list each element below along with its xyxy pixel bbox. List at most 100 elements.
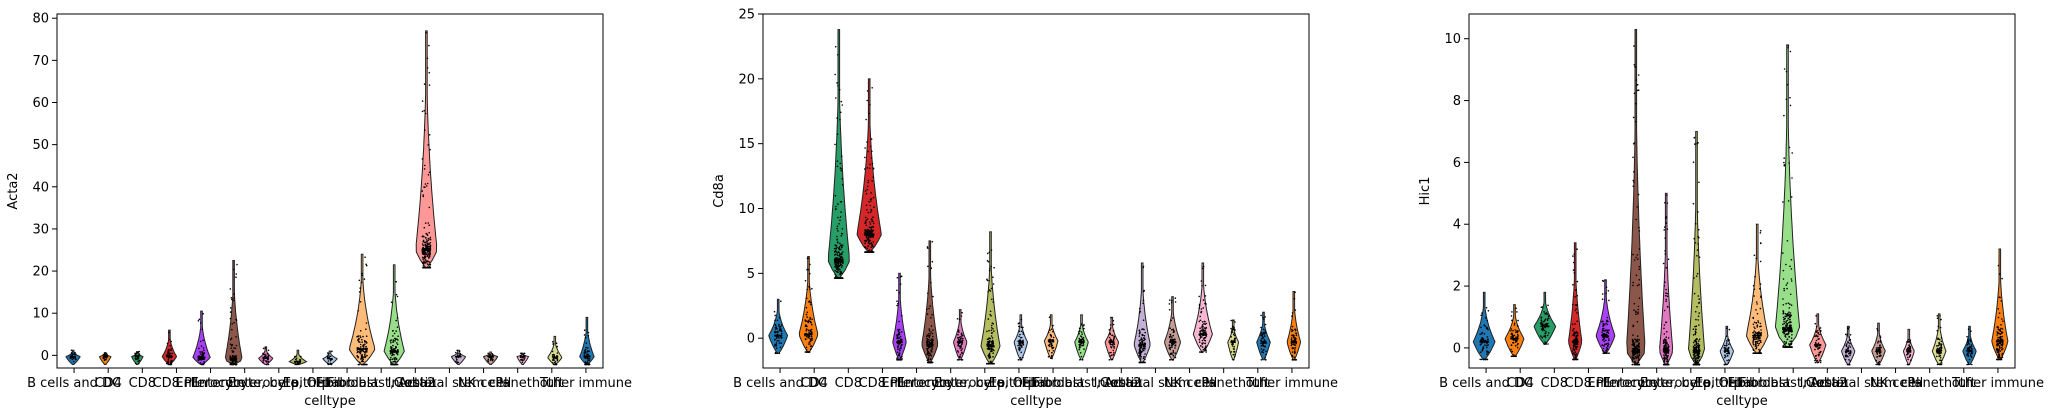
data-point	[1144, 345, 1146, 348]
data-point	[1692, 357, 1695, 360]
data-point	[898, 352, 901, 354]
data-point	[265, 360, 267, 362]
data-point	[104, 352, 107, 354]
data-point	[1635, 311, 1637, 314]
data-point	[779, 325, 782, 328]
data-point	[428, 71, 431, 74]
data-point	[872, 233, 875, 236]
data-point	[834, 273, 836, 276]
data-point	[197, 357, 200, 360]
data-point	[234, 363, 236, 366]
data-point	[1665, 216, 1667, 218]
data-point	[1264, 316, 1266, 318]
data-point	[556, 352, 559, 354]
data-point	[1201, 324, 1204, 326]
data-point	[774, 339, 776, 341]
data-point	[931, 351, 933, 353]
data-point	[428, 224, 431, 226]
data-point	[365, 335, 368, 338]
data-point	[424, 112, 427, 115]
data-point	[1265, 350, 1267, 353]
data-point	[1510, 348, 1512, 351]
data-point	[1172, 334, 1174, 337]
data-point	[1692, 354, 1695, 356]
data-point	[74, 353, 77, 355]
data-point	[1664, 281, 1666, 284]
data-point	[898, 328, 901, 331]
data-point	[362, 344, 365, 346]
data-point	[1113, 337, 1115, 340]
data-point	[1294, 291, 1296, 294]
data-point	[1078, 337, 1081, 340]
data-point	[1573, 253, 1576, 255]
data-point	[1601, 334, 1603, 337]
data-point	[1019, 333, 1021, 336]
data-point	[70, 352, 73, 354]
data-point	[836, 254, 839, 256]
data-point	[203, 352, 206, 354]
data-point	[806, 288, 808, 291]
data-point	[872, 245, 874, 248]
data-point	[1663, 229, 1665, 231]
data-point	[421, 250, 424, 253]
data-point	[1080, 355, 1083, 358]
data-point	[866, 231, 869, 233]
data-point	[810, 335, 813, 338]
data-point	[421, 190, 424, 192]
data-point	[990, 340, 992, 343]
data-point	[809, 320, 812, 323]
data-point	[138, 350, 140, 353]
data-point	[1486, 319, 1489, 322]
data-point	[1544, 343, 1546, 345]
data-point	[522, 359, 524, 362]
data-point	[366, 363, 368, 366]
data-point	[957, 333, 959, 336]
data-point	[1633, 45, 1635, 47]
data-point	[900, 344, 902, 347]
data-point	[1264, 323, 1267, 326]
data-point	[863, 233, 866, 235]
data-point	[1633, 343, 1636, 345]
data-point	[1632, 143, 1635, 145]
data-point	[1199, 327, 1201, 330]
data-point	[958, 355, 961, 358]
data-point	[551, 354, 554, 356]
data-point	[1204, 342, 1206, 345]
data-point	[1110, 341, 1113, 344]
data-point	[841, 244, 844, 247]
data-point	[1486, 346, 1488, 349]
data-point	[1142, 302, 1144, 305]
data-point	[805, 351, 808, 353]
data-point	[1172, 328, 1174, 331]
data-point	[901, 355, 903, 358]
data-point	[1020, 326, 1023, 329]
data-point	[779, 327, 781, 329]
data-point	[1637, 305, 1640, 308]
data-point	[986, 343, 988, 346]
data-point	[361, 272, 363, 275]
data-point	[1233, 346, 1235, 348]
data-point	[836, 259, 839, 262]
data-point	[361, 354, 364, 356]
data-point	[235, 344, 238, 347]
data-point	[1174, 338, 1176, 341]
data-point	[1205, 351, 1207, 353]
data-point	[1198, 320, 1201, 323]
data-point	[990, 347, 992, 350]
data-point	[170, 340, 172, 343]
data-point	[839, 219, 841, 222]
data-point	[839, 118, 841, 121]
data-point	[359, 287, 362, 289]
data-point	[868, 167, 871, 170]
data-point	[926, 246, 929, 248]
data-point	[1694, 310, 1697, 313]
violin	[1164, 296, 1181, 361]
data-point	[1485, 306, 1488, 309]
data-point	[811, 338, 813, 340]
data-point	[391, 346, 393, 349]
data-point	[1112, 330, 1115, 332]
data-point	[1198, 338, 1201, 341]
data-point	[1637, 345, 1639, 348]
data-point	[1232, 353, 1235, 356]
